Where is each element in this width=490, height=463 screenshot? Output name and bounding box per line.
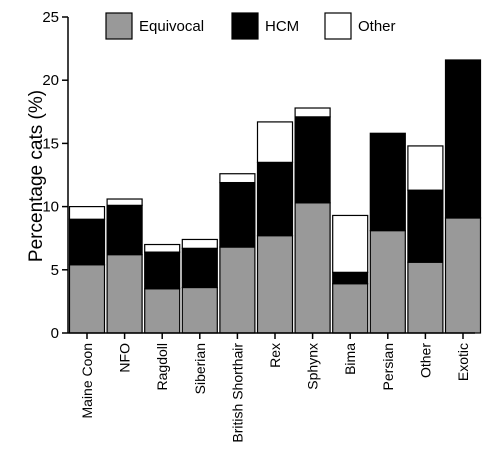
bar-segment-hcm-11	[444, 59, 482, 219]
x-tick-label: Ragdoll	[154, 343, 170, 390]
bar-segment-other-4	[181, 238, 218, 249]
bar-segment-equivocal-3	[144, 288, 181, 334]
x-tick-label: Bimа	[342, 343, 358, 375]
legend-swatch-equivocal	[105, 12, 133, 40]
x-tick-label: NFO	[117, 343, 133, 373]
x-ticks: Maine Coon NFO Ragdoll Siberian British Shor…	[79, 333, 471, 443]
bars-layer	[68, 59, 482, 334]
bar-segment-hcm-4	[181, 247, 218, 289]
legend-swatch-other	[324, 12, 352, 40]
axes-layer	[67, 17, 475, 334]
x-tick-label: Other	[417, 343, 433, 378]
bar-segment-hcm-1	[68, 218, 106, 266]
y-tick-label: 15	[42, 135, 59, 152]
y-tick-label: 5	[51, 262, 59, 279]
bar-segment-hcm-2	[106, 204, 143, 256]
bar-segment-equivocal-10	[407, 261, 444, 334]
bar-segment-equivocal-5	[219, 246, 256, 334]
y-tick-label: 25	[42, 9, 59, 26]
bar-segment-equivocal-2	[106, 254, 143, 334]
bar-segment-other-1	[68, 206, 106, 220]
bar-segment-equivocal-4	[181, 286, 218, 334]
x-tick-label: Rex	[267, 343, 283, 368]
bar-segment-hcm-9	[369, 132, 406, 232]
legend-label-other: Other	[358, 18, 396, 35]
bar-segment-hcm-8	[332, 271, 369, 285]
bar-segment-hcm-3	[144, 251, 181, 290]
y-tick-label: 0	[51, 325, 59, 342]
legend-label-equivocal: Equivocal	[139, 18, 204, 35]
bar-segment-other-7	[294, 107, 331, 118]
bar-segment-equivocal-7	[294, 202, 331, 334]
legend: Equivocal HCM Other	[105, 12, 396, 40]
bar-segment-hcm-6	[256, 161, 294, 237]
bar-segment-hcm-10	[407, 189, 444, 263]
x-tick-label: Sphynx	[305, 343, 321, 390]
x-tick-label: British Shorthair	[229, 343, 245, 443]
y-tick-label: 20	[42, 72, 59, 89]
bar-segment-equivocal-6	[256, 235, 294, 334]
y-tick-label: 10	[42, 199, 59, 216]
x-tick-label: Siberian	[192, 343, 208, 394]
y-ticks: 0 5 10 15 20 25	[42, 9, 68, 342]
legend-label-hcm: HCM	[265, 18, 299, 35]
bar-segment-other-6	[256, 121, 294, 163]
bar-segment-equivocal-11	[444, 217, 482, 334]
y-axis-label: Percentage cats (%)	[26, 90, 47, 262]
x-tick-label: Maine Coon	[79, 343, 95, 419]
x-tick-label: Persian	[380, 343, 396, 390]
bar-segment-hcm-7	[294, 116, 331, 204]
bar-segment-other-10	[407, 145, 444, 191]
bar-segment-other-5	[219, 173, 256, 184]
bar-segment-other-2	[106, 198, 143, 206]
bar-segment-equivocal-8	[332, 283, 369, 334]
bar-segment-other-3	[144, 243, 181, 253]
bar-segment-other-8	[332, 214, 369, 273]
bar-segment-equivocal-1	[68, 264, 106, 334]
legend-swatch-hcm	[231, 12, 259, 40]
x-tick-label: Exotic	[455, 343, 471, 381]
bar-segment-hcm-5	[219, 181, 256, 248]
bar-segment-equivocal-9	[369, 230, 406, 334]
